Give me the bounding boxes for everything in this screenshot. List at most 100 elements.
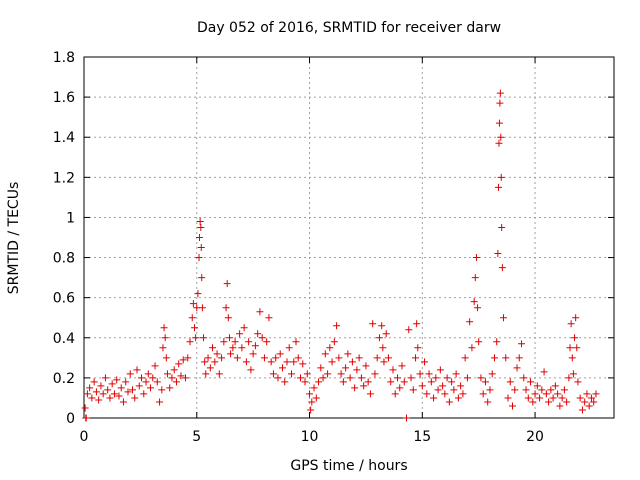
data-point [496,89,504,97]
data-point [215,370,223,378]
data-point [263,338,271,346]
data-point [391,390,399,398]
data-point [522,386,530,394]
data-point [160,324,168,332]
data-point [413,320,421,328]
data-point [585,402,593,410]
data-point [220,338,228,346]
data-point [149,374,157,382]
data-point [124,388,132,396]
data-point [572,314,580,322]
data-point [566,344,574,352]
data-point [278,364,286,372]
data-point [498,223,506,231]
data-point [197,223,205,231]
chart-title: Day 052 of 2016, SRMTID for receiver dar… [197,20,501,36]
data-point [222,304,230,312]
data-point [418,382,426,390]
data-point [315,378,323,386]
data-point [179,356,187,364]
data-point [531,390,539,398]
data-point [495,139,503,147]
data-point [206,364,214,372]
y-tick-label: 0.8 [53,251,75,267]
data-point [276,350,284,358]
data-point [573,344,581,352]
data-point [195,234,203,241]
data-point [362,362,370,370]
data-point [384,354,392,362]
data-point [445,398,453,406]
data-point [196,217,204,225]
data-point [432,374,440,382]
plot-frame [83,56,615,419]
data-point [122,378,130,386]
data-point [403,414,411,422]
data-point [454,394,462,402]
data-point [504,394,512,402]
data-point [496,99,504,107]
data-point [184,354,192,362]
data-point [229,344,237,352]
data-point [448,378,456,386]
data-point [565,374,573,382]
data-point [328,358,336,366]
data-point [104,386,112,394]
data-point [269,370,277,378]
data-point [142,378,150,386]
data-point [461,354,469,362]
data-point [161,334,169,342]
data-point [97,382,105,390]
data-point [267,358,275,366]
data-point [177,372,185,380]
data-point [423,390,431,398]
data-point [90,378,98,386]
data-point [299,360,307,368]
data-point [353,366,361,374]
data-point [554,390,562,398]
data-point [590,398,598,406]
data-point [213,350,221,358]
data-point [587,394,595,402]
data-point [95,396,103,404]
data-point [378,322,386,330]
x-tick-label: 10 [301,429,319,445]
data-point [110,390,118,398]
data-point [578,406,586,414]
data-point [249,350,257,358]
data-point [351,384,359,392]
data-point [294,354,302,362]
data-point [88,394,96,402]
data-point [339,378,347,386]
data-point [560,386,568,394]
data-point [375,334,383,342]
data-point [186,338,194,346]
data-point [583,390,591,398]
data-point [540,368,548,376]
data-point [236,330,244,338]
data-point [457,382,465,390]
data-point [379,344,387,352]
data-point [425,370,433,378]
data-point [549,394,557,402]
data-point [117,384,125,392]
x-tick-label: 15 [413,429,431,445]
data-point [306,390,314,398]
data-point [82,414,90,422]
data-point [172,378,180,386]
data-point [569,370,577,378]
data-point [317,364,325,372]
data-point [256,308,264,316]
data-point [170,366,178,374]
data-point [511,386,519,394]
data-point [568,354,576,362]
data-point [434,386,442,394]
data-point [479,390,487,398]
data-point [430,394,438,402]
data-point [99,390,107,398]
data-point [106,394,114,402]
data-point [436,366,444,374]
data-point [301,378,309,386]
data-point [194,290,202,298]
data-point [321,350,329,358]
